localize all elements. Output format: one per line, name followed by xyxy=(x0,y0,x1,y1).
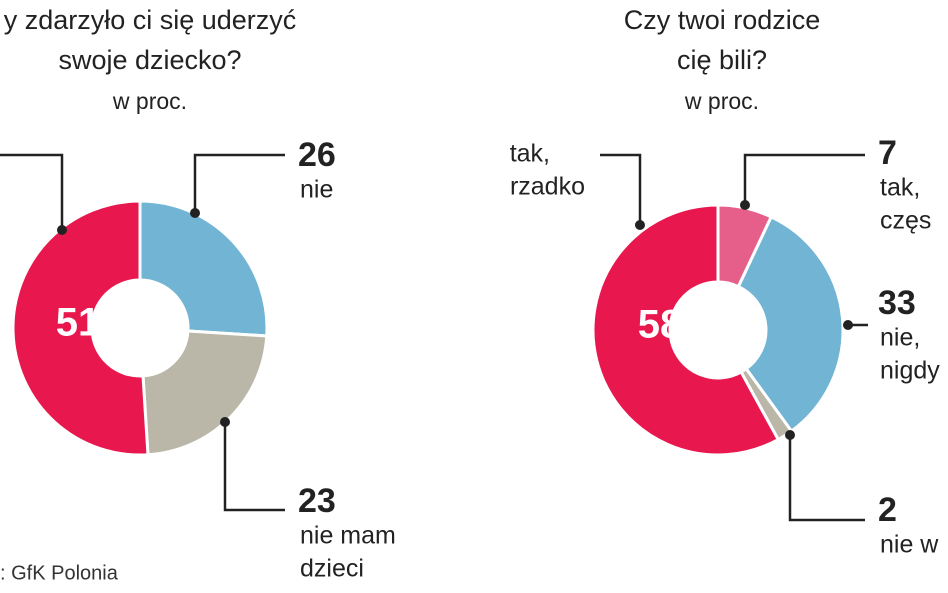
leader-line xyxy=(193,153,285,213)
category-label: dzieci xyxy=(300,555,364,583)
value-label: 2 xyxy=(878,491,897,529)
value-label: 7 xyxy=(878,134,897,172)
donut-segment xyxy=(141,329,269,457)
leader-dot xyxy=(635,220,645,230)
category-label: nie, xyxy=(880,324,920,352)
donut-segment xyxy=(138,199,269,338)
category-label: częs xyxy=(880,207,931,235)
leader-line xyxy=(743,153,865,205)
leader-dot xyxy=(57,225,67,235)
leader-line xyxy=(0,153,64,230)
category-label: tak, xyxy=(880,174,920,202)
chart-subtitle: w proc. xyxy=(684,88,759,114)
leader-line xyxy=(788,435,865,522)
donut-segment xyxy=(11,199,150,457)
leader-dot xyxy=(843,320,853,330)
chart-title: cię bili? xyxy=(677,45,767,75)
chart-subtitle: w proc. xyxy=(112,88,187,114)
leader-line xyxy=(600,153,642,225)
value-label: 58 xyxy=(638,303,683,347)
donut-segment xyxy=(736,214,845,434)
value-label: 23 xyxy=(298,482,336,520)
category-label: nigdy xyxy=(880,357,940,385)
leader-dot xyxy=(220,417,230,427)
chart-title: Czy twoi rodzice xyxy=(624,5,821,35)
value-label: 51 xyxy=(56,301,101,345)
source-note: : GfK Polonia xyxy=(0,562,119,584)
chart-title: swoje dziecko? xyxy=(58,45,241,75)
donut-segment xyxy=(591,203,781,457)
chart-title: y zdarzyło ci się uderzyć xyxy=(4,5,297,35)
leader-dot xyxy=(740,200,750,210)
leader-line xyxy=(223,422,285,512)
category-label: nie mam xyxy=(300,522,396,550)
category-label: rzadko xyxy=(510,173,585,201)
value-label: 33 xyxy=(878,284,916,322)
category-label: nie xyxy=(300,176,333,204)
category-label: nie w xyxy=(880,531,939,559)
leader-dot xyxy=(190,208,200,218)
category-label: tak, xyxy=(510,140,550,168)
value-label: 26 xyxy=(298,136,336,174)
leader-dot xyxy=(785,430,795,440)
